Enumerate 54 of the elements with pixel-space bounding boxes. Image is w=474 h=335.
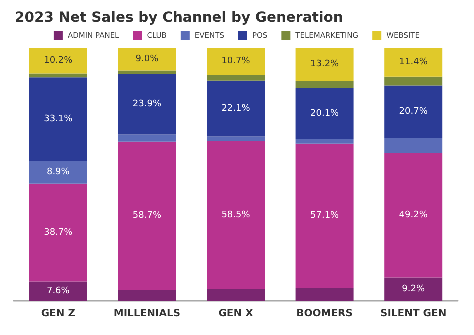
x-tick-label: SILENT GEN — [380, 308, 447, 320]
data-label: 38.7% — [44, 228, 74, 238]
data-label: 57.1% — [310, 211, 340, 222]
bar — [207, 141, 265, 290]
bar — [296, 48, 354, 82]
bar — [296, 144, 354, 288]
bar — [29, 161, 88, 184]
bar — [384, 153, 443, 278]
data-label: 8.9% — [46, 168, 70, 178]
data-label: 20.7% — [399, 106, 428, 117]
bar — [207, 289, 265, 301]
bar — [384, 48, 443, 77]
bar — [118, 142, 176, 290]
bar — [384, 86, 443, 138]
bar — [296, 139, 354, 144]
data-label: 11.4% — [399, 57, 428, 68]
bar — [29, 184, 88, 282]
bar — [384, 138, 443, 154]
bar — [296, 81, 354, 88]
bar — [118, 74, 176, 135]
bar — [118, 70, 176, 74]
bar — [29, 78, 88, 162]
bar — [296, 88, 354, 140]
bar — [207, 48, 265, 76]
data-label: 58.7% — [132, 211, 162, 222]
data-label: 33.1% — [44, 114, 74, 124]
data-label: 49.2% — [399, 210, 428, 220]
bar — [384, 76, 443, 86]
x-tick-label: GEN X — [218, 308, 254, 320]
bar — [118, 290, 176, 301]
x-tick-label: MILLENIALS — [114, 308, 181, 320]
data-label: 13.2% — [310, 60, 340, 70]
bar — [29, 48, 88, 74]
data-label: 10.2% — [44, 56, 74, 66]
data-label: 22.1% — [222, 104, 251, 114]
x-tick-label: BOOMERS — [296, 308, 353, 320]
bar — [384, 278, 443, 301]
bar — [296, 288, 354, 301]
data-label: 10.7% — [222, 56, 251, 67]
data-label: 9.0% — [136, 54, 160, 64]
x-tick-label: GEN Z — [41, 308, 76, 320]
bar — [207, 75, 265, 81]
data-label: 23.9% — [132, 100, 162, 110]
data-label: 7.6% — [46, 286, 70, 296]
bar — [29, 282, 88, 301]
data-label: 20.1% — [310, 108, 340, 119]
bar — [118, 134, 176, 142]
bar — [207, 80, 265, 137]
bar — [207, 136, 265, 142]
bar — [29, 74, 88, 78]
chart-title: 2023 Net Sales by Channel by Generation — [15, 10, 344, 26]
bar — [118, 48, 176, 71]
data-label: 9.2% — [402, 284, 426, 294]
data-label: 58.5% — [222, 210, 251, 220]
